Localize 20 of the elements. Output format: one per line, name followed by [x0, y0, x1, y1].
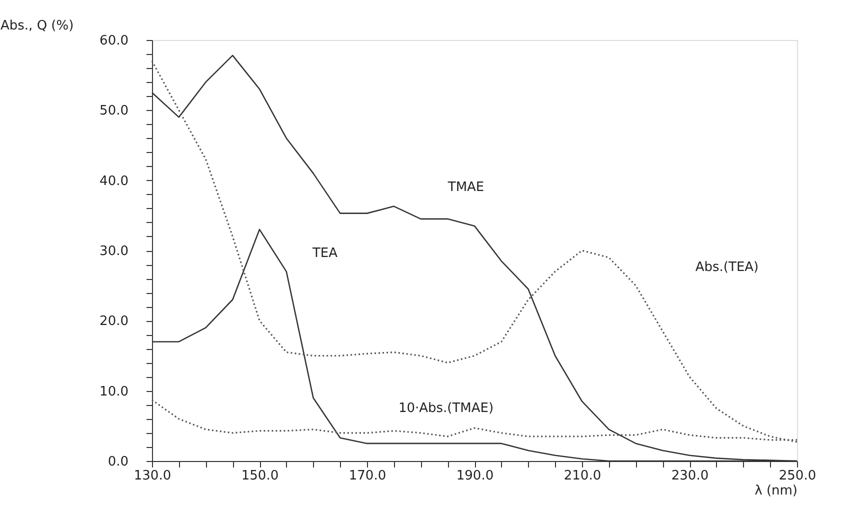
x-tick-label: 150.0	[241, 468, 279, 484]
y-axis-title: Abs., Q (%)	[0, 18, 74, 34]
y-tick-label: 60.0	[100, 34, 128, 48]
y-tick-label: 40.0	[100, 174, 128, 189]
x-tick-label: 210.0	[564, 468, 602, 484]
annotation: 10·Abs.(TMAE)	[398, 401, 494, 416]
annotation: TMAE	[446, 180, 484, 195]
x-tick-label: 190.0	[456, 468, 494, 484]
x-tick-label: 170.0	[348, 468, 386, 484]
y-tick-label: 0.0	[108, 454, 128, 470]
y-tick-label: 30.0	[100, 244, 128, 259]
y-tick-label: 10.0	[100, 384, 128, 400]
annotation: TEA	[311, 246, 338, 261]
y-tick-label: 50.0	[100, 104, 128, 119]
x-tick-label: 230.0	[671, 468, 709, 484]
x-tick-label: 250.0	[778, 468, 816, 484]
y-tick-label: 20.0	[100, 314, 128, 330]
x-axis-title: λ (nm)	[754, 484, 798, 498]
annotation: Abs.(TEA)	[695, 260, 759, 275]
x-tick-label: 130.0	[134, 468, 172, 484]
